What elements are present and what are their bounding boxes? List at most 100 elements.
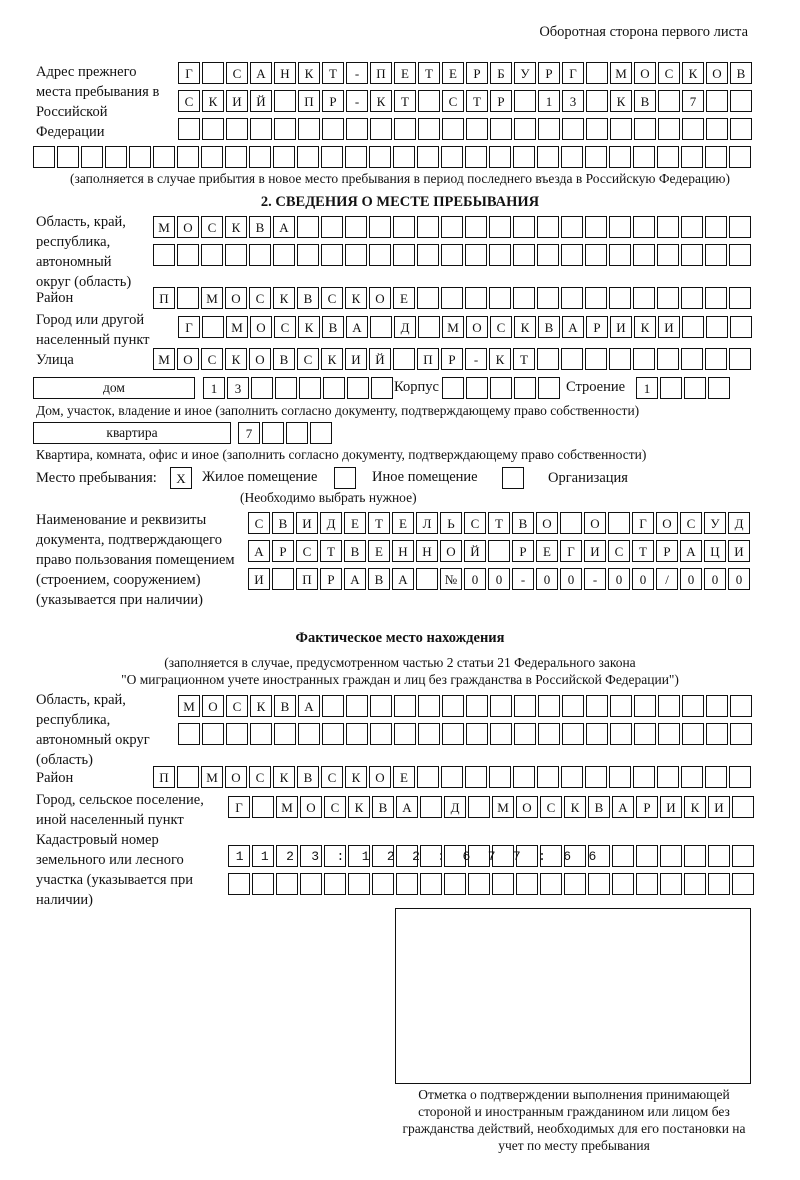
char-cell[interactable]: У <box>514 62 536 84</box>
char-cell[interactable] <box>393 348 415 370</box>
char-cell[interactable] <box>249 146 271 168</box>
char-cell[interactable]: С <box>540 796 562 818</box>
char-cell[interactable] <box>729 244 751 266</box>
char-cell[interactable]: К <box>225 348 247 370</box>
char-cell[interactable] <box>441 287 463 309</box>
char-cell[interactable] <box>488 540 510 562</box>
char-cell[interactable] <box>682 695 704 717</box>
region-row-2[interactable] <box>153 244 751 266</box>
char-cell[interactable] <box>705 287 727 309</box>
char-cell[interactable] <box>441 146 463 168</box>
char-cell[interactable] <box>609 146 631 168</box>
char-cell[interactable] <box>657 216 679 238</box>
char-cell[interactable]: В <box>273 348 295 370</box>
char-cell[interactable]: С <box>249 766 271 788</box>
char-cell[interactable]: А <box>612 796 634 818</box>
char-cell[interactable] <box>417 216 439 238</box>
char-cell[interactable]: - <box>512 568 534 590</box>
char-cell[interactable] <box>658 118 680 140</box>
char-cell[interactable] <box>274 118 296 140</box>
char-cell[interactable]: А <box>298 695 320 717</box>
char-cell[interactable] <box>418 723 440 745</box>
char-cell[interactable]: М <box>442 316 464 338</box>
char-cell[interactable]: В <box>634 90 656 112</box>
char-cell[interactable]: 3 <box>227 377 249 399</box>
char-cell[interactable] <box>586 62 608 84</box>
char-cell[interactable]: Р <box>490 90 512 112</box>
char-cell[interactable] <box>492 845 514 867</box>
char-cell[interactable] <box>705 244 727 266</box>
apartment-type-field[interactable]: квартира <box>33 422 231 444</box>
char-cell[interactable] <box>609 287 631 309</box>
char-cell[interactable] <box>586 695 608 717</box>
char-cell[interactable] <box>228 845 250 867</box>
char-cell[interactable] <box>562 723 584 745</box>
char-cell[interactable]: Р <box>441 348 463 370</box>
char-cell[interactable] <box>540 873 562 895</box>
char-cell[interactable] <box>490 377 512 399</box>
char-cell[interactable]: Е <box>393 287 415 309</box>
char-cell[interactable] <box>417 244 439 266</box>
building-row[interactable]: 1 <box>636 377 730 399</box>
char-cell[interactable] <box>369 244 391 266</box>
char-cell[interactable]: / <box>656 568 678 590</box>
char-cell[interactable]: Т <box>418 62 440 84</box>
char-cell[interactable]: К <box>634 316 656 338</box>
char-cell[interactable] <box>489 216 511 238</box>
char-cell[interactable]: К <box>250 695 272 717</box>
char-cell[interactable] <box>442 377 464 399</box>
char-cell[interactable] <box>610 723 632 745</box>
char-cell[interactable] <box>537 348 559 370</box>
char-cell[interactable] <box>658 90 680 112</box>
char-cell[interactable]: Д <box>444 796 466 818</box>
char-cell[interactable] <box>682 723 704 745</box>
char-cell[interactable]: Е <box>536 540 558 562</box>
char-cell[interactable] <box>660 377 682 399</box>
char-cell[interactable]: Д <box>320 512 342 534</box>
char-cell[interactable] <box>226 723 248 745</box>
char-cell[interactable] <box>252 796 274 818</box>
char-cell[interactable]: О <box>516 796 538 818</box>
char-cell[interactable] <box>538 118 560 140</box>
char-cell[interactable] <box>465 287 487 309</box>
char-cell[interactable] <box>153 244 175 266</box>
char-cell[interactable]: 7 <box>682 90 704 112</box>
char-cell[interactable]: С <box>248 512 270 534</box>
char-cell[interactable] <box>33 146 55 168</box>
char-cell[interactable]: Н <box>392 540 414 562</box>
char-cell[interactable]: В <box>368 568 390 590</box>
char-cell[interactable] <box>274 723 296 745</box>
char-cell[interactable]: К <box>370 90 392 112</box>
char-cell[interactable] <box>466 377 488 399</box>
char-cell[interactable]: Р <box>538 62 560 84</box>
char-cell[interactable] <box>708 873 730 895</box>
char-cell[interactable] <box>201 244 223 266</box>
char-cell[interactable] <box>514 90 536 112</box>
char-cell[interactable]: Ь <box>440 512 462 534</box>
char-cell[interactable] <box>466 118 488 140</box>
char-cell[interactable] <box>537 766 559 788</box>
char-cell[interactable]: Е <box>442 62 464 84</box>
char-cell[interactable] <box>468 845 490 867</box>
char-cell[interactable] <box>298 118 320 140</box>
char-cell[interactable] <box>633 244 655 266</box>
char-cell[interactable] <box>346 723 368 745</box>
char-cell[interactable] <box>250 118 272 140</box>
char-cell[interactable] <box>636 845 658 867</box>
char-cell[interactable] <box>465 216 487 238</box>
char-cell[interactable] <box>706 90 728 112</box>
char-cell[interactable]: 0 <box>608 568 630 590</box>
char-cell[interactable]: Е <box>344 512 366 534</box>
char-cell[interactable]: Е <box>393 766 415 788</box>
char-cell[interactable] <box>633 216 655 238</box>
char-cell[interactable]: Й <box>464 540 486 562</box>
char-cell[interactable] <box>660 845 682 867</box>
char-cell[interactable] <box>371 377 393 399</box>
char-cell[interactable] <box>177 766 199 788</box>
char-cell[interactable]: К <box>682 62 704 84</box>
char-cell[interactable] <box>202 62 224 84</box>
char-cell[interactable] <box>346 118 368 140</box>
